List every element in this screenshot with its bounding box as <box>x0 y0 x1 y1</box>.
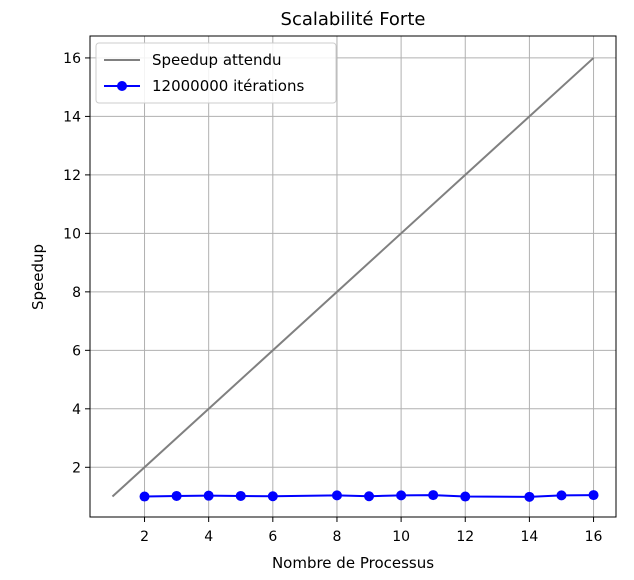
chart-title: Scalabilité Forte <box>281 9 426 30</box>
data-point <box>588 490 599 501</box>
y-axis-label: Speedup <box>29 244 47 310</box>
data-point <box>331 490 342 501</box>
data-point <box>203 490 214 501</box>
y-axis: 2 4 6 8 10 12 14 16 <box>63 51 90 476</box>
legend: Speedup attendu 12000000 itérations <box>95 42 337 104</box>
data-point <box>556 490 567 501</box>
data-point <box>428 490 439 501</box>
data-point <box>171 490 182 501</box>
x-axis: 2 4 6 8 10 12 14 16 <box>140 517 603 545</box>
y-tick-label: 10 <box>63 226 81 242</box>
legend-label-iterations: 12000000 itérations <box>152 77 304 95</box>
x-tick-label: 6 <box>268 529 277 545</box>
x-tick-label: 8 <box>333 529 342 545</box>
legend-box <box>95 42 337 104</box>
data-point <box>524 491 535 502</box>
data-point <box>235 490 246 501</box>
y-tick-label: 12 <box>63 168 81 184</box>
x-tick-label: 2 <box>140 529 149 545</box>
y-tick-label: 8 <box>72 285 81 301</box>
x-tick-label: 14 <box>520 529 538 545</box>
legend-label-expected: Speedup attendu <box>152 51 282 69</box>
legend-marker-iterations <box>117 81 127 91</box>
y-tick-label: 6 <box>72 343 81 359</box>
x-tick-label: 4 <box>204 529 213 545</box>
data-point <box>396 490 407 501</box>
x-axis-label: Nombre de Processus <box>272 554 434 572</box>
x-tick-label: 16 <box>585 529 603 545</box>
y-tick-label: 16 <box>63 51 81 67</box>
series-layer <box>111 57 599 502</box>
data-point <box>267 491 278 502</box>
data-point <box>460 491 471 502</box>
y-tick-label: 2 <box>72 460 81 476</box>
x-tick-label: 10 <box>392 529 410 545</box>
y-tick-label: 4 <box>72 402 81 418</box>
series-line-0 <box>111 57 595 498</box>
x-tick-label: 12 <box>456 529 474 545</box>
data-point <box>364 491 375 502</box>
data-point <box>139 491 150 502</box>
grid <box>90 36 616 517</box>
plot-frame <box>89 35 617 518</box>
y-tick-label: 14 <box>63 109 81 125</box>
